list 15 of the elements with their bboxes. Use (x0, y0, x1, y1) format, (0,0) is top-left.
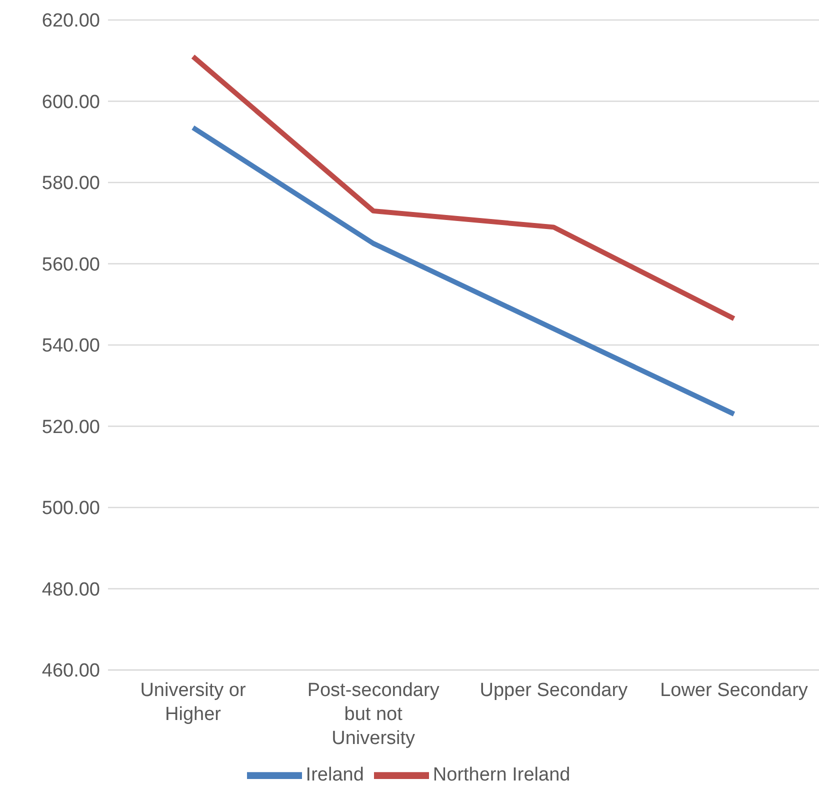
y-tick-label: 560.00 (42, 254, 100, 276)
y-tick-label: 500.00 (42, 498, 100, 520)
y-tick-label: 600.00 (42, 92, 100, 113)
y-tick-label: 580.00 (42, 173, 100, 194)
y-tick-label: 540.00 (42, 336, 100, 357)
legend-label: Northern Ireland (432, 764, 570, 786)
x-tick-label: Lower Secondary (660, 680, 808, 701)
x-tick-label: Post-secondary but not University (307, 680, 440, 749)
legend-label: Ireland (306, 764, 364, 786)
y-tick-label: 620.00 (42, 10, 100, 32)
x-tick-label: Upper Secondary (480, 680, 628, 701)
x-tick-label: University or Higher (140, 680, 246, 725)
y-tick-label: 520.00 (42, 416, 100, 438)
y-tick-label: 460.00 (42, 660, 100, 682)
y-tick-label: 480.00 (42, 579, 100, 600)
